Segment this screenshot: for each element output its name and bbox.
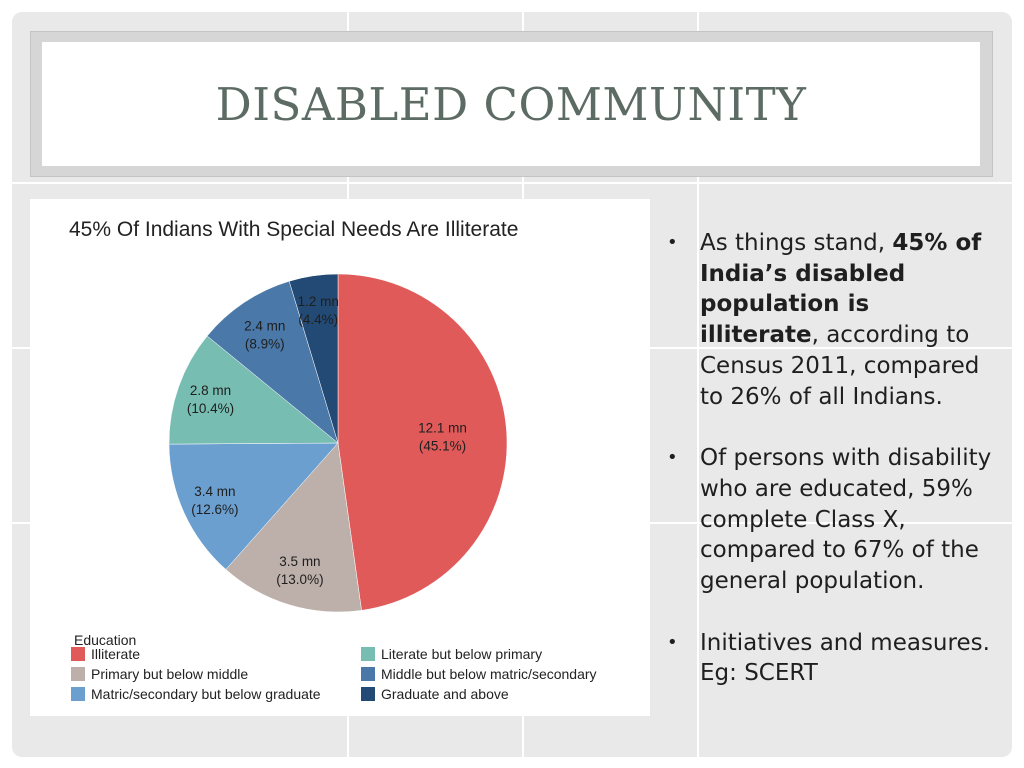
- pie-slice-literate-but-below-primary: [168, 335, 339, 445]
- chart-title: 45% Of Indians With Special Needs Are Il…: [69, 218, 518, 241]
- slice-value-label: 1.2 mn: [298, 294, 339, 309]
- slice-value-label: 2.8 mn: [190, 383, 231, 398]
- title-box: DISABLED COMMUNITY: [42, 42, 980, 166]
- slice-value-label: 2.4 mn: [244, 318, 285, 333]
- slice-value-label: 12.1 mn: [418, 421, 467, 436]
- slice-percent-label: (12.6%): [191, 502, 238, 517]
- pie-slice-labels: 12.1 mn (45.1%) 3.5 mn (13.0%) 3.4 mn (12.6%)…: [187, 294, 467, 587]
- bullet-text-2: Of persons with disability who are educa…: [700, 445, 992, 595]
- slide-title: DISABLED COMMUNITY: [215, 77, 807, 131]
- slice-value-label: 3.4 mn: [194, 484, 235, 499]
- bullet-item: • As things stand, 45% of India’s disabl…: [665, 228, 995, 412]
- legend: Education Illiterate Literate but below p…: [71, 632, 597, 702]
- bullet-dot: •: [667, 232, 678, 253]
- bullet-text-3: Initiatives and measures. Eg: SCERT: [700, 629, 990, 687]
- legend-label: Illiterate: [91, 646, 140, 662]
- legend-swatch: [71, 687, 85, 701]
- bullet-text-1a: As things stand,: [700, 230, 893, 256]
- slice-percent-label: (10.4%): [187, 401, 234, 416]
- slice-percent-label: (45.1%): [419, 439, 466, 454]
- pie-chart: 45% Of Indians With Special Needs Are Il…: [69, 218, 597, 702]
- legend-swatch: [361, 667, 375, 681]
- slice-percent-label: (13.0%): [276, 572, 323, 587]
- legend-label: Graduate and above: [381, 686, 509, 702]
- pie-slice-middle-but-below-matric-secondary: [206, 280, 339, 444]
- slice-percent-label: (4.4%): [298, 312, 338, 327]
- bullet-list: • As things stand, 45% of India’s disabl…: [665, 228, 995, 689]
- legend-swatch: [71, 647, 85, 661]
- pie-slice-primary-but-below-middle: [225, 442, 362, 613]
- pie-slices: [168, 273, 508, 613]
- chart-panel: 45% Of Indians With Special Needs Are Il…: [30, 199, 650, 716]
- pie-slice-matric-secondary-but-below-graduate: [168, 442, 339, 570]
- bullet-text-1b: , according to Census 2011, compared to …: [700, 322, 980, 410]
- legend-swatch: [361, 647, 375, 661]
- pie-slice-illiterate: [337, 273, 508, 611]
- slice-percent-label: (8.9%): [245, 336, 285, 351]
- legend-label: Matric/secondary but below graduate: [91, 686, 321, 702]
- bullet-dot: •: [667, 631, 678, 653]
- bullet-item: • Initiatives and measures. Eg: SCERT: [665, 628, 995, 689]
- bullet-item: • Of persons with disability who are edu…: [665, 443, 995, 597]
- bullet-text-1-bold: 45% of India’s disabled population is il…: [700, 230, 982, 349]
- slice-value-label: 3.5 mn: [279, 554, 320, 569]
- bullet-dot: •: [667, 447, 678, 469]
- legend-swatch: [71, 667, 85, 681]
- legend-label: Primary but below middle: [91, 666, 248, 682]
- legend-label: Middle but below matric/secondary: [381, 666, 597, 682]
- pie-slice-graduate-and-above: [288, 273, 339, 444]
- legend-title: Education: [74, 632, 136, 648]
- legend-swatch: [361, 687, 375, 701]
- legend-label: Literate but below primary: [381, 646, 542, 662]
